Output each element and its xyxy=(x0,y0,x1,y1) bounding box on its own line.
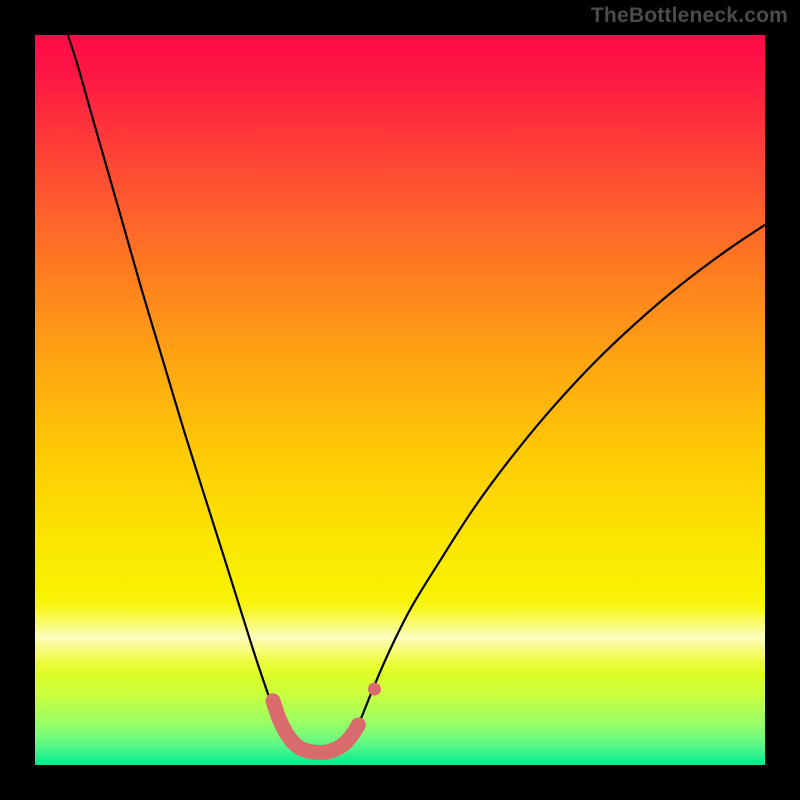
bottleneck-chart xyxy=(0,0,800,800)
watermark-text: TheBottleneck.com xyxy=(591,4,788,28)
highlight-dot xyxy=(368,683,381,696)
light-band xyxy=(35,593,765,681)
